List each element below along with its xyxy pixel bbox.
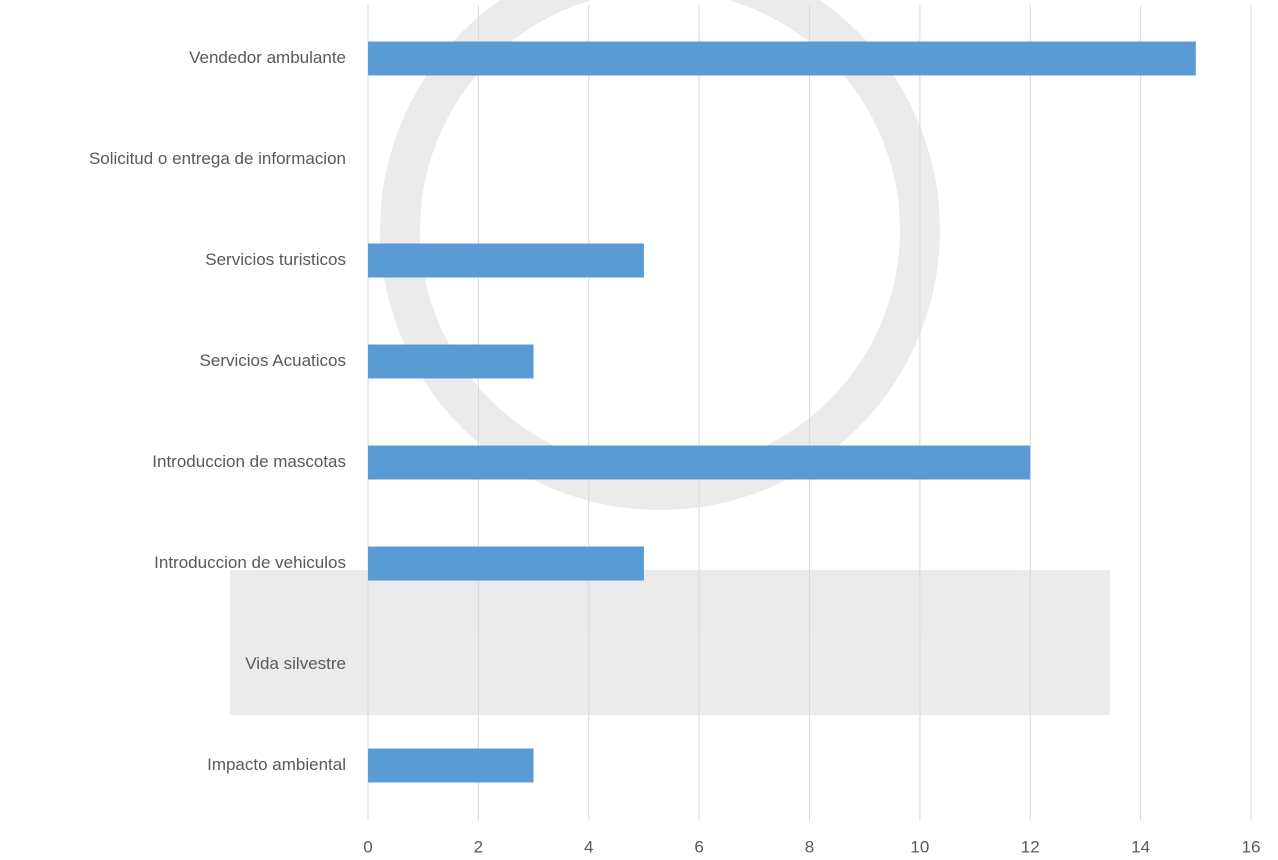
x-tick-label: 10 <box>910 837 929 856</box>
x-tick-label: 2 <box>474 837 483 856</box>
bar <box>368 748 534 783</box>
y-tick-label: Impacto ambiental <box>207 755 346 774</box>
x-tick-label: 6 <box>694 837 703 856</box>
x-tick-label: 8 <box>805 837 814 856</box>
x-tick-label: 14 <box>1131 837 1150 856</box>
x-tick-label: 16 <box>1242 837 1261 856</box>
y-tick-label: Vendedor ambulante <box>189 48 346 67</box>
y-tick-label: Introduccion de vehiculos <box>154 553 346 572</box>
bar <box>368 546 644 581</box>
y-tick-label: Solicitud o entrega de informacion <box>89 149 346 168</box>
x-tick-label: 12 <box>1021 837 1040 856</box>
bar <box>368 41 1196 76</box>
y-tick-label: Servicios turisticos <box>205 250 346 269</box>
bar <box>368 344 534 379</box>
x-tick-label: 0 <box>363 837 372 856</box>
bar <box>368 445 1031 480</box>
watermark <box>230 0 1110 715</box>
y-tick-label: Introduccion de mascotas <box>152 452 346 471</box>
bar <box>368 243 644 278</box>
x-tick-label: 4 <box>584 837 593 856</box>
y-tick-label: Servicios Acuaticos <box>200 351 346 370</box>
y-tick-label: Vida silvestre <box>245 654 346 673</box>
